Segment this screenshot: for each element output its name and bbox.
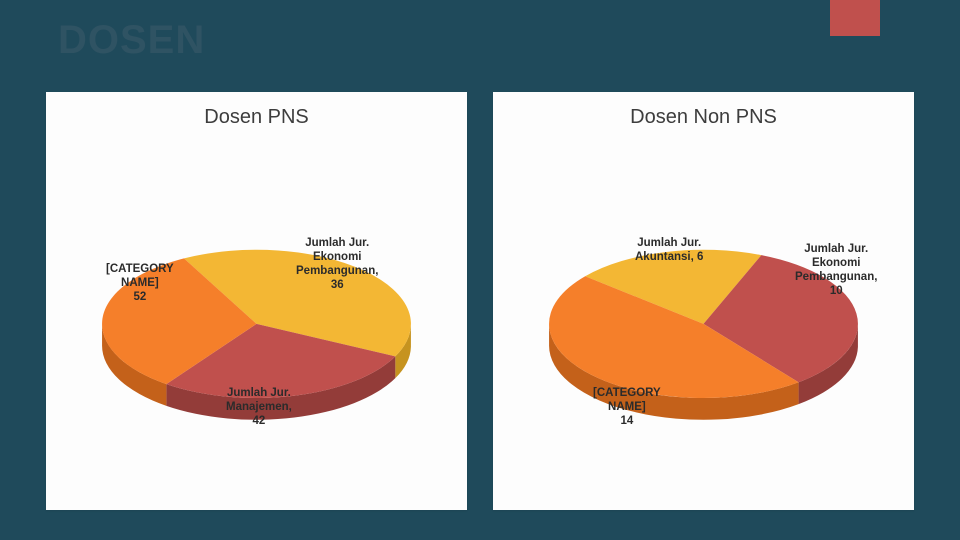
- pie-wrap: Jumlah Jur. Akuntansi, 6Jumlah Jur. Ekon…: [493, 114, 914, 510]
- accent-bar: [830, 0, 880, 36]
- pie-chart-pns: [46, 114, 467, 510]
- charts-row: Dosen PNS [CATEGORY NAME] 52Jumlah Jur. …: [46, 92, 914, 510]
- chart-panel-pns: Dosen PNS [CATEGORY NAME] 52Jumlah Jur. …: [46, 92, 467, 510]
- slide-title: DOSEN: [58, 18, 205, 63]
- pie-chart-nonpns: [493, 114, 914, 510]
- pie-wrap: [CATEGORY NAME] 52Jumlah Jur. Ekonomi Pe…: [46, 114, 467, 510]
- chart-panel-nonpns: Dosen Non PNS Jumlah Jur. Akuntansi, 6Ju…: [493, 92, 914, 510]
